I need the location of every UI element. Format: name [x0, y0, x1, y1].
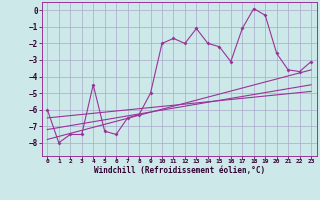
X-axis label: Windchill (Refroidissement éolien,°C): Windchill (Refroidissement éolien,°C)	[94, 166, 265, 175]
